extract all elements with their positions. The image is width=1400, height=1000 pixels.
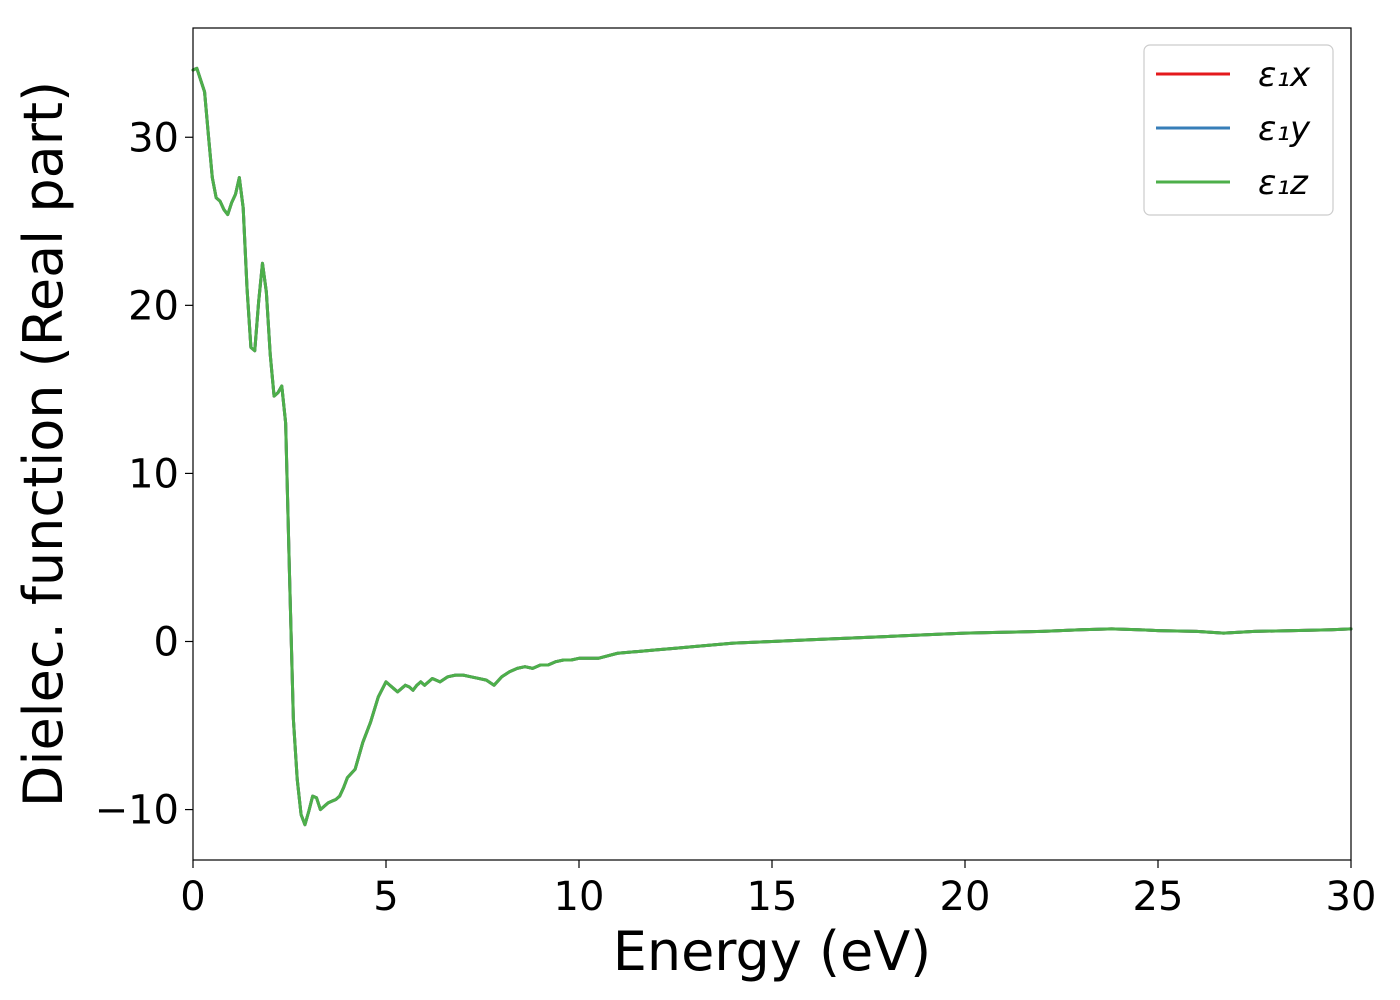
legend-label-2: ε₁y: [1258, 109, 1311, 149]
x-tick-label: 10: [554, 874, 605, 920]
series-lines: [191, 66, 1353, 827]
legend-box: [1143, 44, 1334, 216]
x-tick-label: 5: [373, 874, 398, 920]
y-tick-label: 20: [128, 283, 179, 329]
y-tick-label: 0: [154, 619, 179, 665]
x-tick-label: 0: [180, 874, 205, 920]
x-axis-label: Energy (eV): [613, 920, 932, 983]
legend-label-3: ε₁z: [1258, 163, 1309, 203]
y-tick-label: 30: [128, 115, 179, 161]
y-axis-label: Dielec. function (Real part): [12, 81, 75, 807]
x-tick-label: 20: [940, 874, 991, 920]
x-tick-label: 30: [1326, 874, 1377, 920]
x-axis-ticks: 0 5 10 15 20 25 30: [180, 860, 1376, 920]
y-axis-ticks: −10 0 10 20 30: [95, 115, 193, 834]
x-tick-label: 25: [1133, 874, 1184, 920]
y-tick-label: 10: [128, 451, 179, 497]
series-line-3: [191, 66, 1353, 827]
legend-label-1: ε₁x: [1258, 55, 1311, 95]
x-tick-label: 15: [747, 874, 798, 920]
legend: ε₁x ε₁y ε₁z: [1143, 44, 1334, 216]
y-tick-label: −10: [95, 788, 179, 834]
